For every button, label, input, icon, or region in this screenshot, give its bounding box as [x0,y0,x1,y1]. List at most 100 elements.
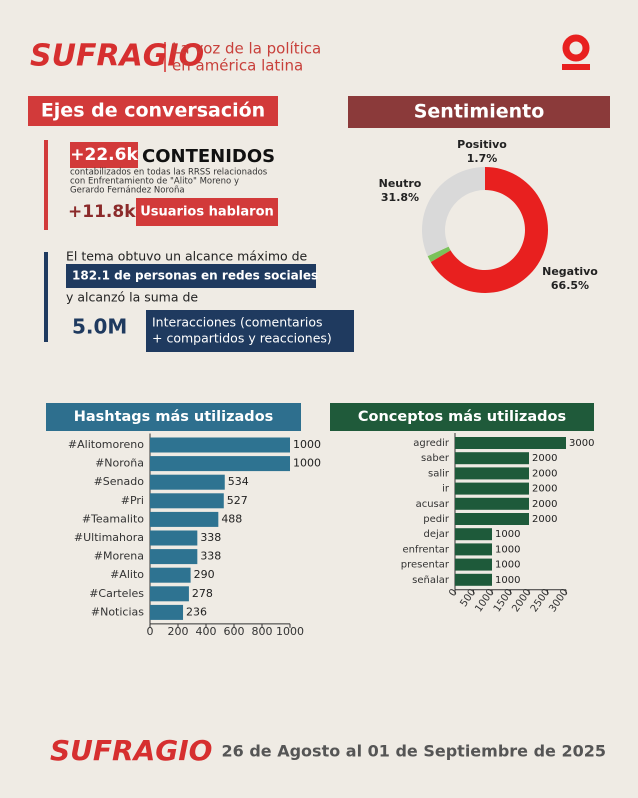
stat-box [146,310,354,352]
stat-label: Usuarios hablaron [140,205,274,220]
bar [150,493,224,509]
bar [455,437,566,449]
bar-category: acusar [416,499,450,510]
stat-box [136,198,278,226]
slice-label: Neutro [379,177,422,190]
bar-category: ir [442,484,450,495]
bar-category: saber [421,453,450,464]
tagline: en américa latina [172,57,303,75]
slice-value: 31.8% [381,191,419,204]
stat-label: + compartidos y reacciones) [152,331,332,346]
bar-value: 3000 [569,438,594,449]
bar-value: 290 [194,568,215,581]
accent-bar [44,140,48,230]
stat-description: con Enfrentamiento de "Alito" Moreno y [70,177,239,187]
bar [150,530,198,546]
bar-category: pedir [423,514,450,525]
bar-category: #Senado [94,475,145,488]
bar-category: presentar [401,560,450,571]
chart-title: Conceptos más utilizados [358,409,566,425]
section-header [28,96,278,126]
bar [455,497,529,510]
stat-description: contabilizados en todas las RRSS relacio… [70,168,268,178]
bar-value: 2000 [532,484,557,495]
bar-category: #Noroña [95,457,144,470]
stat-label: CONTENIDOS [142,146,275,167]
slice-label: Negativo [542,265,598,278]
bar [455,513,529,525]
reach-value: 182.1 de personas en redes sociales [72,269,318,283]
brand-icon [562,34,590,70]
bar-value: 1000 [495,529,520,540]
bar-category: agredir [413,438,450,449]
section-header [348,96,610,128]
bar-value: 1000 [495,544,520,555]
bar [455,573,492,586]
bar-category: #Carteles [89,587,144,600]
bar-value: 338 [200,550,221,563]
stat-box [70,142,138,168]
bar [455,467,529,480]
bar-category: #Ultimahora [74,531,144,544]
bar [455,452,529,465]
donut-slice [422,167,485,257]
x-tick-label: 0 [147,625,154,638]
donut-slice [430,167,549,293]
stat-value: +11.8k [68,202,136,222]
bar-category: salir [428,468,450,479]
chart-header [330,403,594,431]
section-title: Ejes de conversación [41,100,265,122]
bar [150,586,189,602]
bar-value: 1000 [293,457,321,470]
bar [455,528,492,541]
bar-value: 338 [200,531,221,544]
bar-value: 278 [192,587,213,600]
bar [455,482,529,495]
footer-logo: SUFRAGIO [50,734,212,767]
x-tick-label: 200 [168,625,189,638]
stat-description: Gerardo Fernández Noroña [70,186,185,196]
bar-value: 236 [186,605,207,618]
donut-slice [427,246,451,263]
bar-category: #Noticias [91,605,144,618]
stat-box [66,264,316,288]
bar-category: dejar [423,529,449,540]
slice-value: 1.7% [467,152,498,165]
sum-intro: y alcanzó la suma de [66,290,198,305]
bar [150,567,191,583]
logo: SUFRAGIO [30,39,204,74]
bar-value: 1000 [293,438,321,451]
bar-value: 2000 [532,514,557,525]
chart-header [46,403,301,431]
slice-label: Positivo [457,138,507,151]
bar-category: #Morena [94,550,144,563]
bar-category: señalar [412,575,450,586]
accent-bar [44,252,48,342]
bar-category: enfrentar [402,544,449,555]
tagline: La voz de la política [172,40,321,58]
section-title: Sentimiento [414,101,545,123]
bar-value: 488 [221,512,242,525]
x-tick-label: 600 [224,625,245,638]
bar [455,558,492,571]
chart-title: Hashtags más utilizados [74,409,274,425]
reach-intro: El tema obtuvo un alcance máximo de [66,249,308,264]
bar-value: 1000 [495,575,520,586]
bar-value: 534 [228,475,249,488]
stat-value: 5.0M [72,315,127,339]
x-tick-label: 400 [196,625,217,638]
slice-value: 66.5% [551,279,589,292]
bar [150,456,290,472]
bar-category: #Teamalito [82,512,144,525]
bar-category: #Alito [110,568,144,581]
bar-value: 2000 [532,453,557,464]
bar [150,511,219,527]
bar-category: #Alitomoreno [68,438,144,451]
bar [150,437,290,453]
footer-dates: 26 de Agosto al 01 de Septiembre de 2025 [222,742,607,761]
x-tick-label: 800 [252,625,273,638]
x-tick-label: 0 [447,587,460,599]
bar [150,549,198,565]
